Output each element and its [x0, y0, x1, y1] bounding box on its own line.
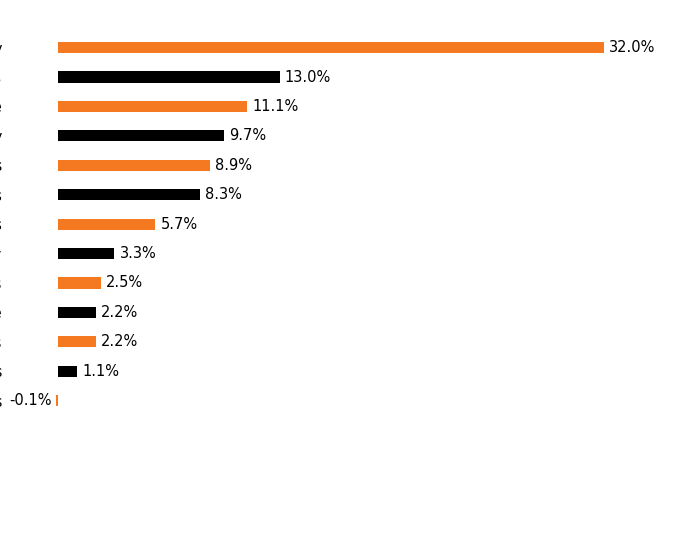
Bar: [58, 278, 101, 288]
Text: 2.2%: 2.2%: [101, 334, 138, 349]
Bar: [58, 366, 77, 377]
Text: 3.3%: 3.3%: [120, 246, 157, 261]
Bar: [58, 189, 200, 200]
Text: 2.5%: 2.5%: [106, 275, 143, 291]
Bar: [58, 336, 95, 347]
Text: 8.3%: 8.3%: [205, 187, 242, 202]
Text: 13.0%: 13.0%: [285, 70, 331, 85]
Bar: [56, 395, 58, 406]
Text: 11.1%: 11.1%: [253, 99, 299, 114]
Bar: [58, 219, 155, 230]
Bar: [58, 42, 603, 53]
Text: 8.9%: 8.9%: [215, 158, 252, 173]
Text: 1.1%: 1.1%: [82, 363, 119, 379]
Bar: [58, 307, 95, 318]
Bar: [58, 101, 247, 112]
Bar: [58, 160, 210, 171]
Text: 32.0%: 32.0%: [609, 40, 655, 55]
Bar: [58, 130, 223, 141]
Text: 9.7%: 9.7%: [228, 129, 266, 143]
Text: 5.7%: 5.7%: [160, 217, 198, 232]
Bar: [58, 248, 114, 259]
Text: -0.1%: -0.1%: [9, 393, 52, 408]
Bar: [58, 71, 280, 83]
Text: 2.2%: 2.2%: [101, 305, 138, 320]
